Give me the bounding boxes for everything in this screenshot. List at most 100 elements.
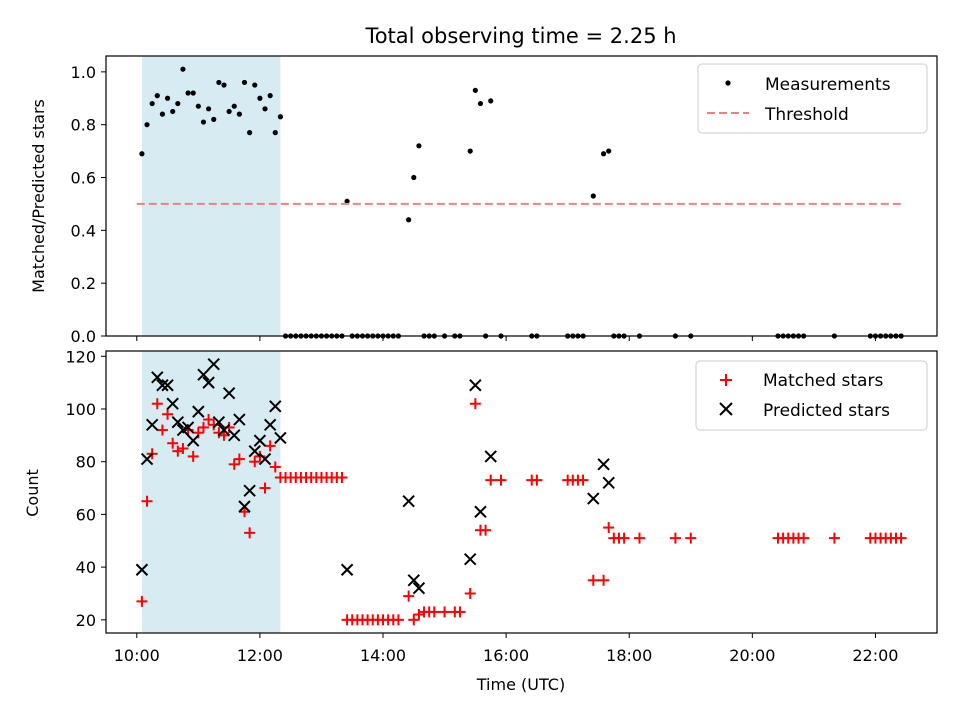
legend-marker-measurements — [725, 80, 731, 86]
matched-star-point — [392, 614, 404, 626]
matched-star-point — [336, 472, 348, 484]
measurement-point — [257, 95, 263, 101]
predicted-star-point — [340, 563, 354, 576]
x-axis-label: Time (UTC) — [476, 675, 565, 694]
measurement-point — [144, 122, 150, 128]
predicted-star-point — [151, 371, 164, 384]
matched-star-point — [177, 443, 189, 455]
measurement-point — [272, 130, 278, 136]
matched-star-point — [669, 532, 681, 544]
measurement-point — [154, 93, 160, 99]
matched-star-point — [239, 506, 250, 518]
measurement-point — [170, 108, 176, 115]
matched-star-point — [480, 524, 492, 536]
top-y-axis-label: Matched/Predicted stars — [29, 99, 48, 293]
matched-star-point — [531, 474, 543, 486]
matched-star-point — [428, 606, 440, 618]
legend-marker-predicted — [719, 402, 733, 416]
matched-star-point — [464, 587, 476, 599]
legend-label-threshold: Threshold — [764, 105, 849, 125]
bottom-xtick-label: 16:00 — [483, 646, 529, 665]
measurement-point — [195, 103, 201, 109]
top-highlight-span — [141, 56, 281, 336]
matched-star-point — [577, 474, 589, 486]
bottom-xtick-label: 20:00 — [729, 646, 775, 665]
measurement-point — [252, 82, 258, 88]
top-ytick-label: 0.2 — [71, 274, 96, 293]
predicted-star-point — [253, 434, 267, 447]
bottom-xtick-label: 12:00 — [237, 646, 283, 665]
matched-star-point — [141, 495, 153, 507]
matched-star-point — [233, 453, 245, 465]
matched-star-point — [249, 456, 261, 468]
predicted-star-point — [587, 492, 600, 505]
top-ytick-label: 1.0 — [71, 63, 96, 82]
predicted-star-point — [263, 418, 277, 432]
legend-label-matched: Matched stars — [763, 371, 883, 391]
matched-star-point — [162, 408, 174, 420]
matched-star-point — [403, 590, 415, 602]
top-xticks — [136, 336, 876, 341]
matched-star-point — [798, 532, 810, 544]
top-ytick-label: 0.6 — [71, 169, 96, 188]
measurement-point — [600, 151, 607, 157]
bottom-xtick-label: 18:00 — [606, 646, 652, 665]
matched-star-point — [454, 606, 466, 618]
matched-star-point — [495, 474, 507, 486]
predicted-star-point — [238, 500, 251, 513]
legend-marker-matched — [720, 374, 732, 386]
measurement-point — [411, 174, 417, 181]
measurement-point — [247, 130, 253, 136]
measurement-point — [200, 119, 207, 125]
bottom-ytick-label: 120 — [65, 347, 96, 366]
measurement-point — [590, 193, 596, 199]
predicted-star-point — [258, 452, 272, 466]
matched-star-point — [485, 474, 497, 486]
measurement-point — [406, 217, 412, 223]
top-ytick-label: 0.8 — [71, 116, 96, 135]
matched-star-point — [603, 522, 615, 534]
matched-star-point — [197, 421, 209, 433]
matched-star-point — [156, 424, 168, 436]
bottom-legend: Matched stars Predicted stars — [695, 360, 928, 431]
measurement-point — [344, 198, 350, 204]
predicted-star-point — [140, 452, 154, 466]
predicted-star-point — [197, 368, 210, 381]
matched-star-point — [203, 414, 215, 426]
measurement-point — [139, 151, 145, 157]
matched-star-point — [264, 440, 276, 452]
predicted-star-point — [171, 415, 185, 429]
legend-label-measurements: Measurements — [765, 75, 891, 95]
measurement-point — [488, 98, 494, 104]
bottom-ytick-label: 40 — [76, 558, 96, 577]
bottom-xtick-label: 10:00 — [114, 646, 160, 665]
measurement-point — [467, 148, 473, 154]
measurement-point — [477, 100, 484, 107]
matched-star-point — [633, 532, 645, 544]
matched-star-point — [259, 482, 271, 494]
predicted-star-point — [161, 379, 174, 392]
bottom-ytick-label: 80 — [76, 453, 96, 472]
measurement-point — [472, 87, 478, 93]
matched-star-point — [167, 437, 179, 449]
predicted-star-point — [597, 458, 610, 471]
predicted-star-point — [212, 415, 226, 429]
measurement-point — [262, 106, 268, 112]
predicted-star-point — [207, 357, 220, 371]
bottom-ytick-label: 100 — [65, 400, 96, 419]
measurement-point — [211, 116, 217, 122]
matched-star-point — [218, 429, 230, 441]
matched-star-point — [413, 609, 425, 621]
predicted-star-point — [233, 413, 246, 426]
measurement-point — [164, 95, 171, 101]
predicted-star-point — [181, 421, 195, 434]
matched-star-point — [598, 574, 610, 586]
measurement-point — [205, 106, 212, 112]
top-ytick-label: 0.4 — [71, 221, 96, 240]
matched-star-point — [587, 574, 599, 586]
bottom-yticks: 20 40 60 80 100 120 — [65, 347, 106, 630]
top-ytick-label: 0.0 — [71, 327, 96, 346]
measurement-point — [190, 90, 196, 96]
matched-star-point — [439, 606, 451, 618]
legend-label-predicted: Predicted stars — [763, 401, 890, 421]
